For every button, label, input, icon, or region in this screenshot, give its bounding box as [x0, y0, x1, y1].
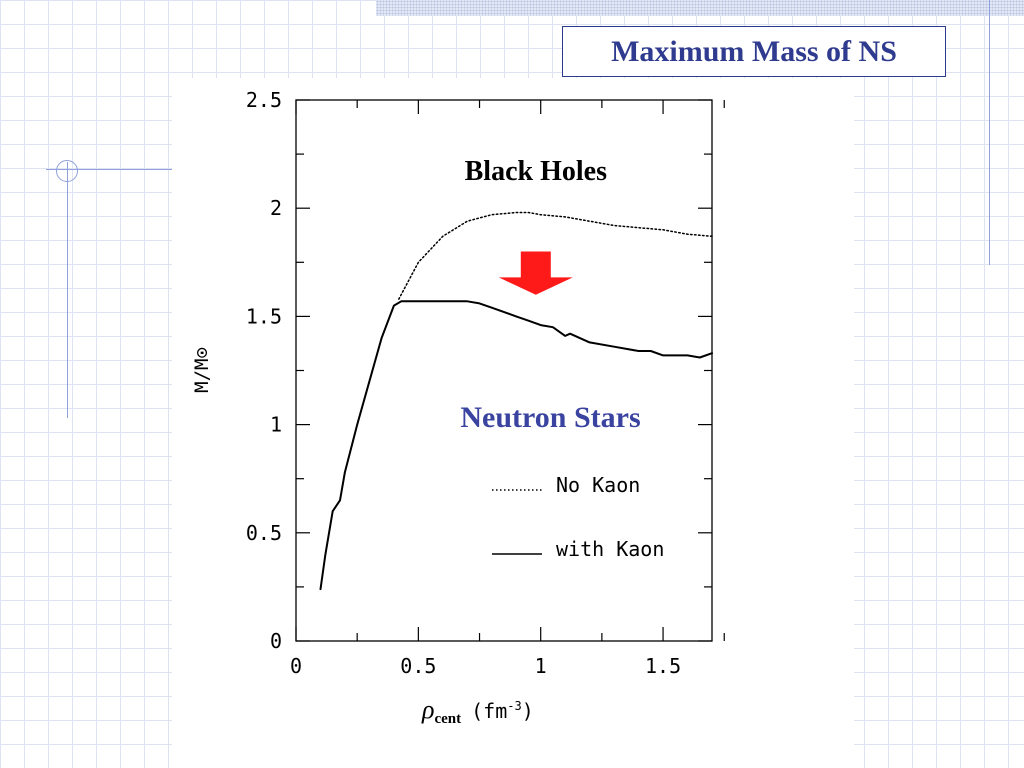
series-line-no-kaon [398, 211, 713, 300]
x-axis-label-subscript: cent [434, 711, 461, 727]
top-decorative-band [376, 0, 1024, 16]
x-tick-label: 0.5 [400, 654, 436, 678]
y-tick-label: 1.5 [246, 304, 282, 328]
x-axis-label-exponent: -3 [507, 699, 521, 713]
x-axis-label-unit: (fm [471, 699, 507, 723]
legend: No Kaon with Kaon [492, 473, 664, 561]
series-layer [319, 211, 713, 591]
annotation-neutron-stars: Neutron Stars [460, 401, 640, 434]
y-tick-label: 2 [270, 196, 282, 220]
x-axis-label: ρcent (fm-3) [421, 695, 534, 727]
x-axis-label-close: ) [522, 699, 534, 723]
axis-tick-labels: 0 0.5 1 1.5 0 0.5 1 1.5 2 2.5 [246, 88, 681, 678]
decorative-vertical-line-right [989, 0, 990, 265]
legend-label-with-kaon: with Kaon [556, 537, 664, 561]
series-line-with-kaon [319, 300, 713, 591]
annotation-black-holes: Black Holes [465, 156, 607, 187]
legend-label-no-kaon: No Kaon [556, 473, 640, 497]
y-tick-label: 0.5 [246, 521, 282, 545]
x-axis-label-symbol: ρ [421, 695, 434, 724]
slide-title: Maximum Mass of NS [611, 34, 897, 68]
decorative-vertical-line-left [67, 162, 68, 418]
y-tick-label: 0 [270, 629, 282, 653]
slide-title-box: Maximum Mass of NS [562, 26, 946, 77]
x-tick-label: 0 [290, 654, 302, 678]
x-tick-label: 1.5 [645, 654, 681, 678]
red-down-arrow [498, 251, 573, 295]
axis-ticks [295, 99, 725, 642]
decorative-circle [56, 160, 78, 182]
mass-density-chart: 0 0.5 1 1.5 0 0.5 1 1.5 2 2.5 Black Holes Neutron… [191, 88, 725, 727]
x-tick-label: 1 [535, 654, 547, 678]
y-tick-label: 1 [270, 413, 282, 437]
y-axis-label: M/M⊙ [191, 347, 213, 393]
figure-panel: 0 0.5 1 1.5 0 0.5 1 1.5 2 2.5 Black Holes Neutron… [172, 78, 854, 768]
annotation-layer: Black Holes Neutron Stars [460, 156, 640, 434]
y-tick-label: 2.5 [246, 88, 282, 112]
decorative-horizontal-line [46, 169, 174, 170]
